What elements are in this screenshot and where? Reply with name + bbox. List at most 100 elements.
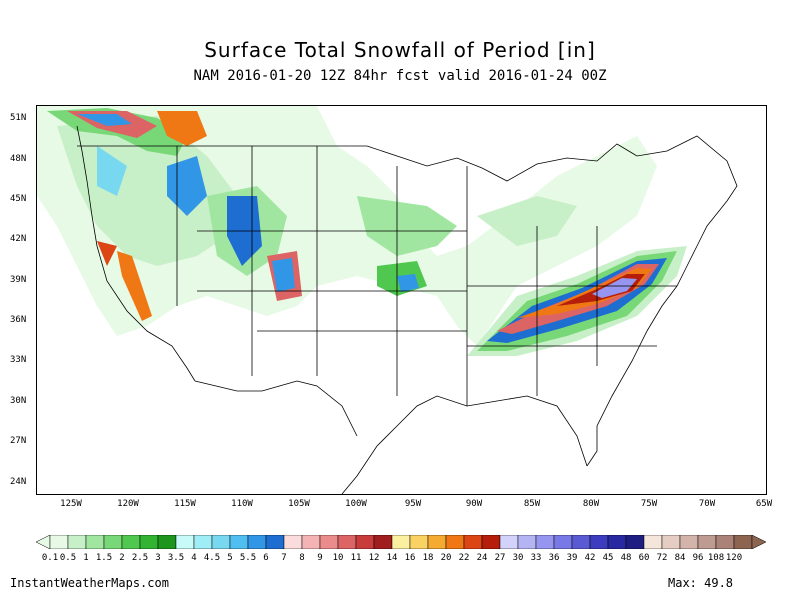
colorbar-swatch [103,535,123,549]
colorbar-swatch [265,535,285,549]
lat-label: 27N [10,436,27,446]
colorbar-swatch [607,535,627,549]
colorbar-arrow-left [36,535,51,549]
colorbar-label: 60 [638,553,650,563]
map-canvas [37,106,738,494]
lon-label: 75W [640,499,658,509]
colorbar-label: 42 [584,553,596,563]
colorbar-swatch [445,535,465,549]
map-subtitle: NAM 2016-01-20 12Z 84hr fcst valid 2016-… [193,68,607,84]
colorbar-label: 6 [263,553,269,563]
max-value: Max: 49.8 [668,576,734,590]
colorbar [36,535,766,549]
colorbar-swatch [733,535,753,549]
lat-label: 33N [10,355,27,365]
colorbar-label: 2.5 [131,553,149,563]
colorbar-swatch [319,535,339,549]
colorbar-swatch [625,535,645,549]
colorbar-swatch [175,535,195,549]
colorbar-swatch [229,535,249,549]
colorbar-label: 5.5 [239,553,257,563]
colorbar-label: 3 [155,553,161,563]
colorbar-label: 14 [386,553,398,563]
colorbar-swatch [85,535,105,549]
lon-label: 120W [117,499,139,509]
colorbar-label: 0.1 [41,553,59,563]
colorbar-label: 7 [281,553,287,563]
lat-label: 39N [10,275,27,285]
colorbar-label: 108 [707,553,725,563]
colorbar-label: 20 [440,553,452,563]
colorbar-label: 39 [566,553,578,563]
colorbar-label: 8 [299,553,305,563]
colorbar-label: 48 [620,553,632,563]
lon-label: 125W [60,499,82,509]
colorbar-swatch [481,535,501,549]
colorbar-label: 27 [494,553,506,563]
colorbar-swatch [337,535,357,549]
colorbar-label: 11 [350,553,362,563]
lat-label: 24N [10,477,27,487]
lat-label: 51N [10,113,27,123]
colorbar-label: 5 [227,553,233,563]
lat-label: 45N [10,194,27,204]
colorbar-label: 1.5 [95,553,113,563]
map-title: Surface Total Snowfall of Period [in] [204,38,596,62]
colorbar-swatch [301,535,321,549]
colorbar-swatch [427,535,447,549]
lon-label: 115W [174,499,196,509]
lon-label: 65W [755,499,773,509]
colorbar-swatch [661,535,681,549]
colorbar-label: 72 [656,553,668,563]
colorbar-swatch [463,535,483,549]
colorbar-swatch [499,535,519,549]
colorbar-swatch [571,535,591,549]
colorbar-label: 18 [422,553,434,563]
lon-label: 80W [582,499,600,509]
snowfall-map [36,105,767,495]
colorbar-label: 96 [692,553,704,563]
colorbar-label: 1 [83,553,89,563]
colorbar-swatch [589,535,609,549]
lon-label: 100W [345,499,367,509]
geography-lines [76,125,738,494]
colorbar-swatch [355,535,375,549]
colorbar-swatch [211,535,231,549]
colorbar-label: 33 [530,553,542,563]
colorbar-label: 22 [458,553,470,563]
colorbar-label: 84 [674,553,686,563]
colorbar-swatch [49,535,69,549]
lon-label: 95W [404,499,422,509]
colorbar-label: 36 [548,553,560,563]
colorbar-swatch [193,535,213,549]
colorbar-swatch [535,535,555,549]
colorbar-swatch [283,535,303,549]
colorbar-label: 24 [476,553,488,563]
colorbar-label: 16 [404,553,416,563]
lat-label: 30N [10,396,27,406]
colorbar-swatch [715,535,735,549]
colorbar-label: 0.5 [59,553,77,563]
colorbar-swatch [517,535,537,549]
colorbar-label: 120 [725,553,743,563]
colorbar-label: 12 [368,553,380,563]
colorbar-swatch [409,535,429,549]
lon-label: 105W [288,499,310,509]
colorbar-label: 4 [191,553,197,563]
colorbar-swatch [139,535,159,549]
colorbar-swatch [679,535,699,549]
colorbar-arrow-right [751,535,766,549]
colorbar-swatch [157,535,177,549]
lat-label: 48N [10,154,27,164]
colorbar-label: 4.5 [203,553,221,563]
lon-label: 90W [465,499,483,509]
colorbar-label: 9 [317,553,323,563]
lon-label: 85W [523,499,541,509]
colorbar-swatch [247,535,267,549]
colorbar-swatch [553,535,573,549]
colorbar-swatch [373,535,393,549]
lon-label: 110W [231,499,253,509]
colorbar-label: 3.5 [167,553,185,563]
lon-label: 70W [698,499,716,509]
site-credit: InstantWeatherMaps.com [10,576,169,590]
